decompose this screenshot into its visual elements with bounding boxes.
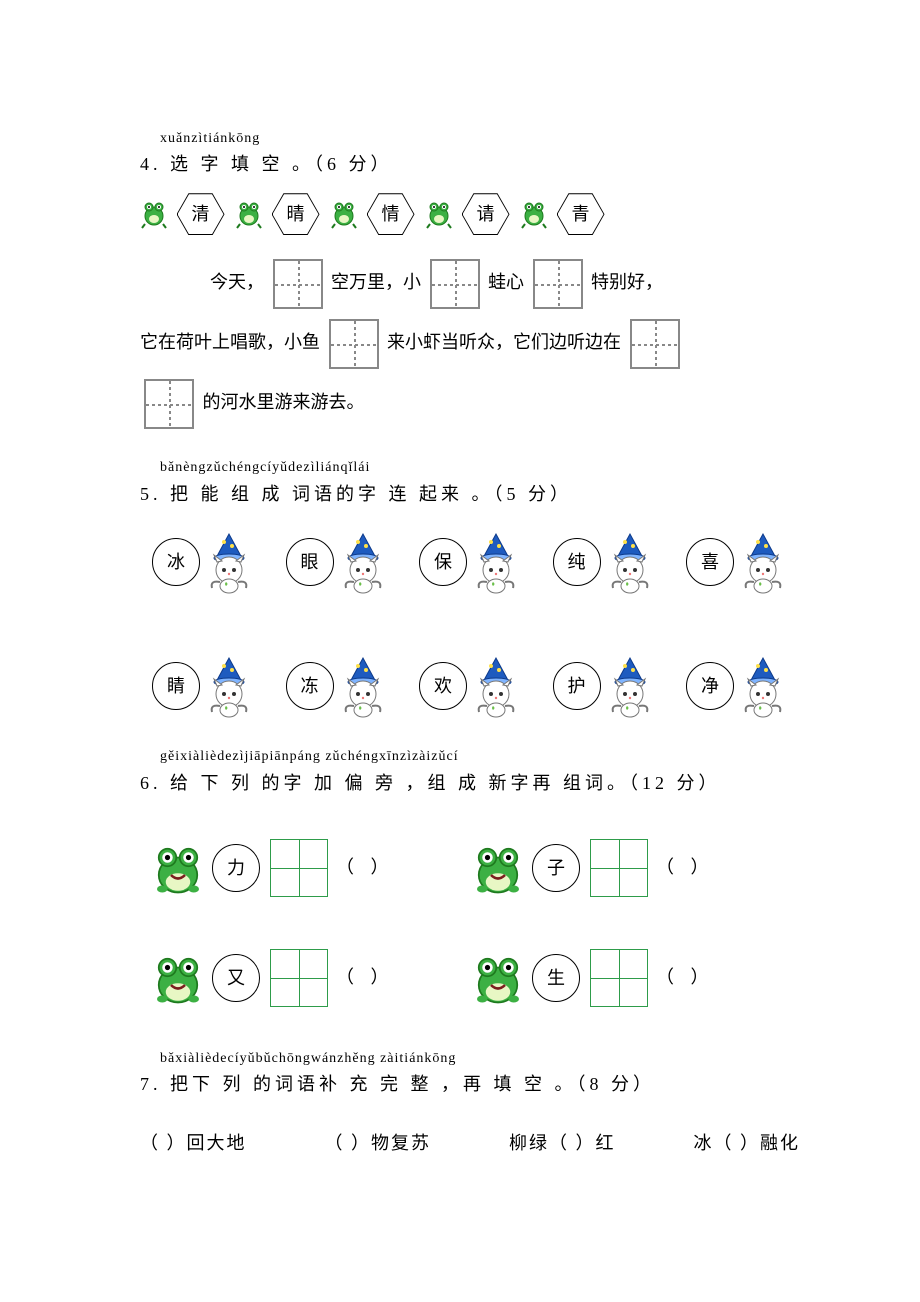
q6-item: 力 （ ） bbox=[150, 838, 470, 898]
cat-icon bbox=[603, 654, 657, 718]
base-char-circle: 生 bbox=[532, 954, 580, 1002]
base-char-circle: 力 bbox=[212, 844, 260, 892]
blank-box[interactable] bbox=[533, 259, 583, 309]
base-char-circle: 又 bbox=[212, 954, 260, 1002]
q4-sentence-line1: 今天， 空万里，小 蛙心 特别好， bbox=[210, 259, 800, 309]
frog-icon bbox=[140, 198, 168, 230]
word-circle[interactable]: 净 bbox=[686, 662, 734, 710]
option-hex: 清 bbox=[177, 193, 225, 235]
q7-number: 7. bbox=[140, 1074, 162, 1094]
frog-icon bbox=[520, 198, 548, 230]
q6-header: gěixiàlièdezìjiāpiānpáng zǔchéngxīnzìzài… bbox=[140, 746, 800, 797]
q6-pinyin: gěixiàlièdezìjiāpiānpáng zǔchéngxīnzìzài… bbox=[160, 746, 800, 768]
cat-icon bbox=[336, 654, 390, 718]
word-circle[interactable]: 眼 bbox=[286, 538, 334, 586]
cat-icon bbox=[336, 530, 390, 594]
q6-item: 生 （ ） bbox=[470, 948, 790, 1008]
q5-top-row: 冰 眼 保 纯 喜 bbox=[150, 530, 790, 594]
frog-icon bbox=[470, 948, 526, 1008]
option-hex: 请 bbox=[462, 193, 510, 235]
frog-icon bbox=[470, 838, 526, 898]
q7-item[interactable]: 冰（ ）融化 bbox=[694, 1129, 801, 1158]
option-hex: 青 bbox=[557, 193, 605, 235]
cat-icon bbox=[736, 654, 790, 718]
word-circle[interactable]: 护 bbox=[553, 662, 601, 710]
q4-sentence-line2: 它在荷叶上唱歌，小鱼 来小虾当听众，它们边听边在 bbox=[140, 319, 800, 369]
q7-item[interactable]: （ ）物复苏 bbox=[325, 1129, 432, 1158]
q5-header: bǎnèngzǔchéngcíyǔdezìliánqǐlái 5. 把 能 组 … bbox=[140, 457, 800, 508]
word-circle[interactable]: 睛 bbox=[152, 662, 200, 710]
write-box[interactable] bbox=[590, 839, 648, 897]
frog-icon bbox=[150, 838, 206, 898]
word-circle[interactable]: 纯 bbox=[553, 538, 601, 586]
word-circle[interactable]: 冻 bbox=[286, 662, 334, 710]
word-paren[interactable]: （ ） bbox=[656, 963, 715, 992]
cat-icon bbox=[469, 654, 523, 718]
q4-title: 4. 选 字 填 空 。（6 分） bbox=[140, 150, 800, 179]
cat-icon bbox=[202, 654, 256, 718]
cat-icon bbox=[736, 530, 790, 594]
write-box[interactable] bbox=[270, 949, 328, 1007]
write-box[interactable] bbox=[270, 839, 328, 897]
word-paren[interactable]: （ ） bbox=[336, 963, 395, 992]
q7-item[interactable]: （ ）回大地 bbox=[140, 1129, 247, 1158]
q5-title: 5. 把 能 组 成 词语的字 连 起来 。（5 分） bbox=[140, 480, 800, 509]
q4-header: xuǎnzìtiánkōng 4. 选 字 填 空 。（6 分） bbox=[140, 128, 800, 179]
q6-item: 又 （ ） bbox=[150, 948, 470, 1008]
cat-icon bbox=[469, 530, 523, 594]
q5-bottom-row: 睛 冻 欢 护 净 bbox=[150, 654, 790, 718]
cat-icon bbox=[202, 530, 256, 594]
q6-title: 6. 给 下 列 的字 加 偏 旁 ，组 成 新字再 组词。（12 分） bbox=[140, 769, 800, 798]
word-circle[interactable]: 冰 bbox=[152, 538, 200, 586]
cat-icon bbox=[603, 530, 657, 594]
blank-box[interactable] bbox=[329, 319, 379, 369]
base-char-circle: 子 bbox=[532, 844, 580, 892]
frog-icon bbox=[235, 198, 263, 230]
word-paren[interactable]: （ ） bbox=[656, 853, 715, 882]
word-circle[interactable]: 喜 bbox=[686, 538, 734, 586]
blank-box[interactable] bbox=[630, 319, 680, 369]
frog-icon bbox=[425, 198, 453, 230]
q5-pinyin: bǎnèngzǔchéngcíyǔdezìliánqǐlái bbox=[160, 457, 800, 479]
option-hex: 晴 bbox=[272, 193, 320, 235]
word-circle[interactable]: 欢 bbox=[419, 662, 467, 710]
q6-item: 子 （ ） bbox=[470, 838, 790, 898]
q7-items: （ ）回大地 （ ）物复苏 柳绿（ ）红 冰（ ）融化 bbox=[140, 1129, 800, 1158]
word-paren[interactable]: （ ） bbox=[336, 853, 395, 882]
q5-number: 5. bbox=[140, 484, 162, 504]
frog-icon bbox=[330, 198, 358, 230]
q4-options-row: 清 晴 情 请 青 bbox=[140, 193, 800, 235]
q7-pinyin: bǎxiàlièdecíyǔbǔchōngwánzhěng zàitiánkōn… bbox=[160, 1048, 800, 1070]
q7-item[interactable]: 柳绿（ ）红 bbox=[509, 1129, 616, 1158]
blank-box[interactable] bbox=[273, 259, 323, 309]
q6-grid: 力 （ ） 子 （ ） 又 （ ） 生 （ ） bbox=[150, 838, 790, 1008]
word-circle[interactable]: 保 bbox=[419, 538, 467, 586]
blank-box[interactable] bbox=[144, 379, 194, 429]
frog-icon bbox=[150, 948, 206, 1008]
q4-number: 4. bbox=[140, 154, 162, 174]
blank-box[interactable] bbox=[430, 259, 480, 309]
q7-header: bǎxiàlièdecíyǔbǔchōngwánzhěng zàitiánkōn… bbox=[140, 1048, 800, 1099]
q4-pinyin: xuǎnzìtiánkōng bbox=[160, 128, 800, 150]
q7-title: 7. 把下 列 的词语补 充 完 整 ，再 填 空 。（8 分） bbox=[140, 1070, 800, 1099]
write-box[interactable] bbox=[590, 949, 648, 1007]
q6-number: 6. bbox=[140, 773, 162, 793]
option-hex: 情 bbox=[367, 193, 415, 235]
q4-sentence-line3: 的河水里游来游去。 bbox=[140, 379, 800, 429]
